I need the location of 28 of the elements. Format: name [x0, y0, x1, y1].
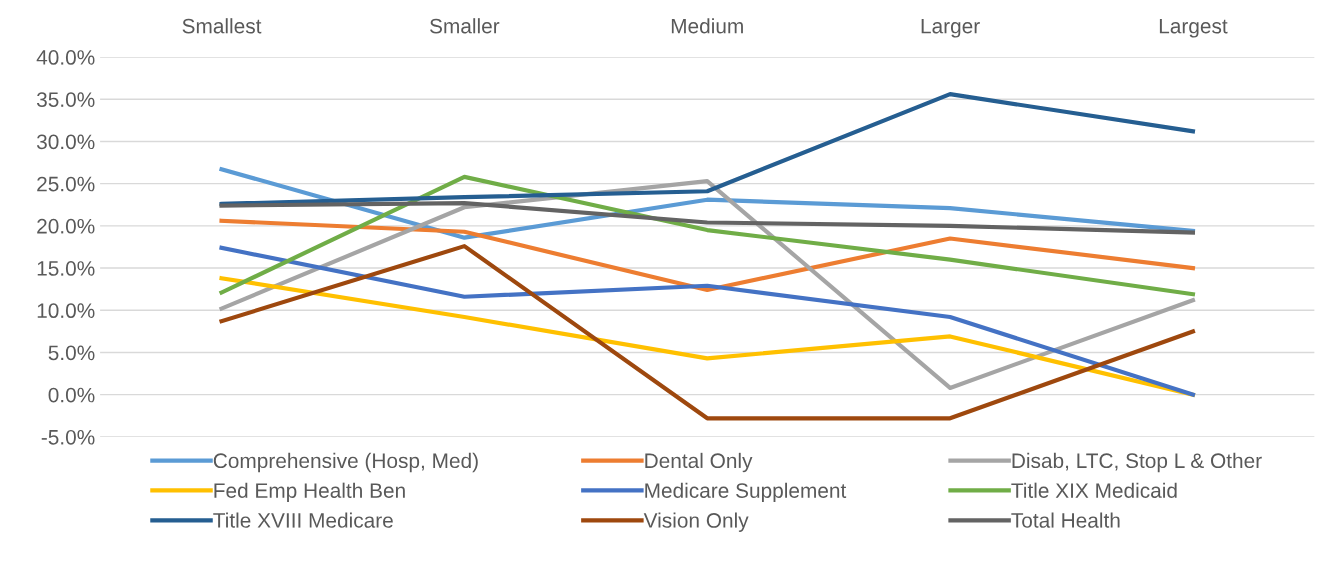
x-tick-label: Larger	[921, 18, 980, 38]
y-tick-label: 35.0%	[36, 92, 95, 107]
x-tick-label: Largest	[1159, 18, 1228, 38]
line-series	[219, 174, 1196, 297]
legend-label: Total Health	[1011, 512, 1120, 528]
x-tick-label: Smallest	[182, 18, 262, 34]
y-tick-label: 10.0%	[37, 303, 95, 319]
y-tick-label: 5.0%	[48, 345, 95, 361]
line-series	[219, 218, 1196, 293]
x-tick-label: Medium	[671, 18, 743, 34]
legend-label: Dental Only	[645, 452, 753, 473]
legend-label: Vision Only	[643, 512, 749, 532]
y-tick-label: 15.0%	[37, 261, 95, 276]
legend-label: Medicare Supplement	[645, 482, 847, 503]
legend-label: Title XIX Medicaid	[1011, 482, 1177, 498]
y-tick-label: 25.0%	[37, 176, 95, 192]
legend-label: Title XVIII Medicare	[213, 512, 393, 528]
y-tick-label: -5.0%	[41, 429, 95, 445]
y-tick-label: 0.0%	[48, 387, 95, 403]
legend-label: Fed Emp Health Ben	[214, 482, 405, 503]
y-tick-label: 30.0%	[36, 134, 95, 150]
legend-label: Comprehensive (Hosp, Med)	[213, 452, 478, 473]
legend-label: Disab, LTC, Stop L & Other	[1012, 452, 1262, 473]
line-series	[219, 200, 1196, 235]
y-tick-label: 40.0%	[36, 50, 95, 65]
x-tick-label: Smaller	[430, 18, 500, 34]
line-series	[219, 92, 1196, 206]
y-tick-label: 20.0%	[37, 218, 95, 234]
